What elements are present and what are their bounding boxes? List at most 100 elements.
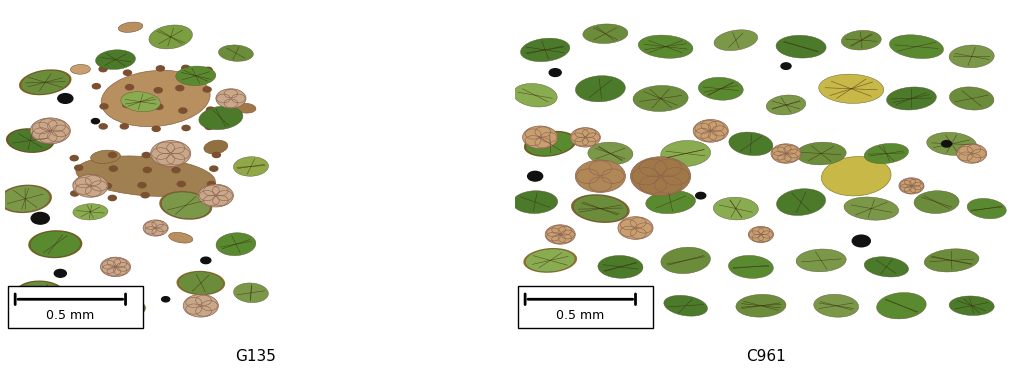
- Ellipse shape: [949, 296, 994, 315]
- Ellipse shape: [864, 144, 908, 164]
- Circle shape: [124, 70, 131, 75]
- Circle shape: [182, 125, 190, 131]
- Ellipse shape: [596, 294, 645, 318]
- Ellipse shape: [968, 198, 1007, 219]
- Ellipse shape: [527, 294, 572, 317]
- Circle shape: [109, 152, 117, 158]
- Circle shape: [73, 174, 108, 197]
- Ellipse shape: [71, 64, 90, 74]
- Ellipse shape: [119, 22, 142, 32]
- Circle shape: [71, 191, 79, 196]
- Ellipse shape: [0, 185, 52, 213]
- Circle shape: [771, 144, 801, 163]
- Circle shape: [181, 66, 189, 71]
- Circle shape: [109, 195, 117, 201]
- FancyBboxPatch shape: [517, 286, 653, 328]
- Circle shape: [99, 67, 108, 72]
- Ellipse shape: [714, 197, 759, 220]
- Circle shape: [205, 124, 213, 130]
- Circle shape: [549, 69, 561, 77]
- Circle shape: [545, 225, 575, 244]
- Ellipse shape: [160, 191, 212, 220]
- Ellipse shape: [646, 191, 695, 213]
- Ellipse shape: [887, 87, 936, 110]
- Ellipse shape: [660, 247, 711, 273]
- Ellipse shape: [949, 45, 994, 68]
- Ellipse shape: [819, 74, 884, 103]
- Circle shape: [174, 155, 182, 160]
- Ellipse shape: [31, 231, 80, 257]
- Ellipse shape: [766, 95, 806, 115]
- Circle shape: [183, 294, 218, 317]
- Circle shape: [749, 226, 773, 243]
- Circle shape: [204, 67, 212, 72]
- Ellipse shape: [523, 248, 578, 273]
- Circle shape: [110, 166, 118, 171]
- Circle shape: [100, 257, 131, 277]
- Ellipse shape: [633, 85, 688, 112]
- Ellipse shape: [204, 140, 227, 154]
- Circle shape: [216, 89, 246, 108]
- Ellipse shape: [583, 24, 628, 43]
- Ellipse shape: [842, 30, 882, 50]
- Circle shape: [155, 104, 163, 109]
- Circle shape: [126, 85, 133, 90]
- Circle shape: [942, 141, 951, 147]
- Ellipse shape: [199, 106, 243, 130]
- Ellipse shape: [796, 249, 846, 272]
- Circle shape: [75, 165, 83, 170]
- Circle shape: [177, 181, 185, 187]
- Ellipse shape: [736, 294, 786, 317]
- Circle shape: [781, 63, 792, 69]
- Circle shape: [695, 192, 706, 199]
- FancyBboxPatch shape: [7, 286, 143, 328]
- Text: C961: C961: [746, 349, 785, 364]
- Circle shape: [91, 118, 99, 124]
- Circle shape: [151, 141, 190, 166]
- Circle shape: [178, 193, 186, 198]
- Ellipse shape: [101, 70, 210, 127]
- Ellipse shape: [161, 192, 210, 219]
- Ellipse shape: [925, 249, 979, 272]
- Circle shape: [143, 220, 168, 236]
- Circle shape: [157, 66, 165, 71]
- Ellipse shape: [176, 66, 216, 85]
- Ellipse shape: [573, 195, 628, 222]
- Circle shape: [74, 181, 81, 187]
- Circle shape: [54, 269, 67, 277]
- Circle shape: [527, 171, 543, 181]
- Ellipse shape: [890, 35, 943, 59]
- Circle shape: [208, 181, 215, 187]
- Ellipse shape: [524, 131, 577, 157]
- Circle shape: [956, 144, 987, 163]
- Circle shape: [693, 120, 728, 142]
- Ellipse shape: [178, 272, 223, 294]
- Ellipse shape: [821, 156, 891, 196]
- Ellipse shape: [233, 283, 268, 302]
- Circle shape: [176, 85, 183, 91]
- Circle shape: [31, 212, 49, 224]
- Ellipse shape: [121, 92, 161, 112]
- Circle shape: [143, 167, 152, 173]
- Circle shape: [57, 93, 73, 103]
- Ellipse shape: [148, 25, 193, 49]
- Ellipse shape: [844, 197, 899, 220]
- Circle shape: [203, 87, 211, 92]
- Ellipse shape: [575, 76, 626, 102]
- Circle shape: [575, 160, 626, 192]
- Circle shape: [141, 192, 150, 198]
- Circle shape: [71, 156, 78, 161]
- Ellipse shape: [598, 255, 643, 278]
- Circle shape: [899, 178, 924, 194]
- Circle shape: [138, 183, 146, 188]
- Ellipse shape: [864, 257, 908, 277]
- Text: 0.5 mm: 0.5 mm: [556, 309, 604, 322]
- Ellipse shape: [571, 194, 630, 223]
- Text: G135: G135: [236, 349, 276, 364]
- Circle shape: [123, 102, 131, 107]
- Circle shape: [43, 298, 68, 314]
- Ellipse shape: [729, 132, 773, 156]
- Ellipse shape: [728, 255, 773, 278]
- Ellipse shape: [660, 141, 711, 167]
- Ellipse shape: [664, 296, 708, 316]
